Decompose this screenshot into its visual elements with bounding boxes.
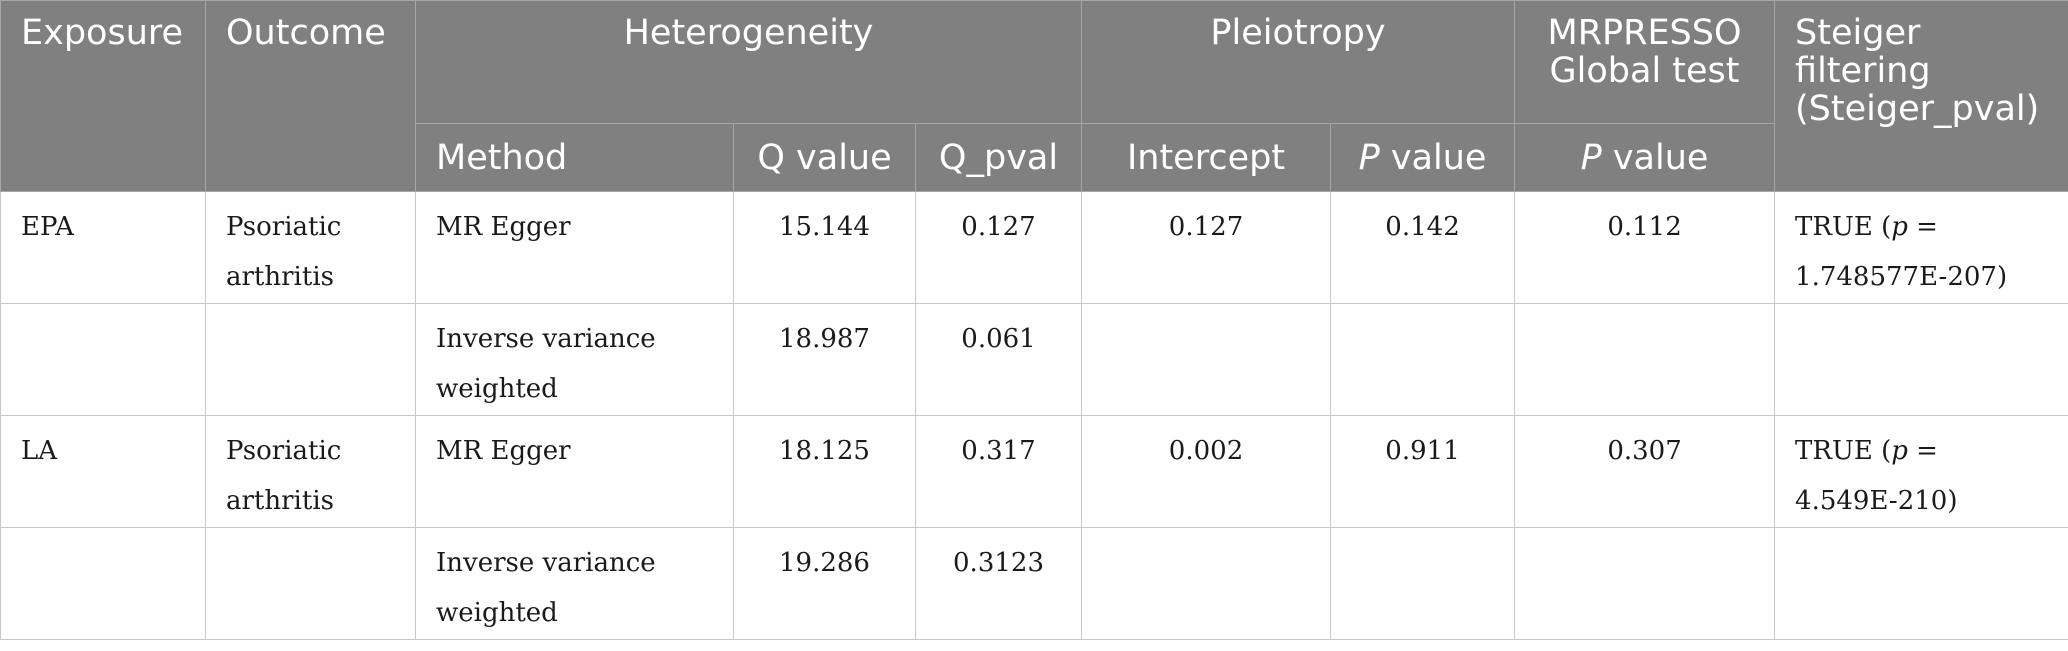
table-row: Inverse variance weighted 18.987 0.061 [0,303,2068,416]
cell-exposure [0,303,206,416]
table-header: Exposure Outcome Heterogeneity Pleiotrop… [0,0,2068,192]
cell-pleiotropy-p: 0.142 [1330,191,1516,304]
cell-mrpresso-p: 0.112 [1514,191,1776,304]
cell-exposure: EPA [0,191,206,304]
cell-q-pval: 0.3123 [914,527,1083,640]
table-row: LA Psoriatic arthritis MR Egger 18.125 0… [0,415,2068,528]
table-row: EPA Psoriatic arthritis MR Egger 15.144 … [0,191,2068,304]
cell-pleiotropy-p [1330,527,1516,640]
table-row: Inverse variance weighted 19.286 0.3123 [0,527,2068,640]
cell-q-pval: 0.127 [914,191,1083,304]
steiger-p: p [1891,212,1908,242]
cell-outcome [205,303,416,416]
cell-steiger: TRUE (p = 4.549E-210) [1774,415,2068,528]
cell-q-pval: 0.061 [914,303,1083,416]
table-body: EPA Psoriatic arthritis MR Egger 15.144 … [0,191,2068,640]
cell-method: MR Egger [415,191,734,304]
steiger-value: = 4.549E-210) [1795,436,1958,516]
cell-outcome: Psoriatic arthritis [205,191,416,304]
header-q-value: Q value [733,123,916,192]
cell-q-value: 19.286 [733,527,916,640]
header-mrpresso-line2: Global test [1549,51,1740,91]
p-italic: P [1358,137,1380,178]
header-exposure: Exposure [0,0,206,192]
cell-pleiotropy-p [1330,303,1516,416]
steiger-prefix: TRUE ( [1795,436,1892,466]
steiger-prefix: TRUE ( [1795,212,1892,242]
steiger-p: p [1891,436,1908,466]
cell-intercept [1081,303,1332,416]
cell-steiger [1774,303,2068,416]
cell-exposure [0,527,206,640]
cell-q-pval: 0.317 [914,415,1083,528]
p-italic: P [1580,137,1602,178]
cell-q-value: 18.125 [733,415,916,528]
cell-outcome [205,527,416,640]
header-outcome: Outcome [205,0,416,192]
header-mrpresso-line1: MRPRESSO [1547,13,1742,53]
cell-intercept: 0.002 [1081,415,1332,528]
header-q-pval: Q_pval [914,123,1083,192]
header-heterogeneity: Heterogeneity [414,0,1083,124]
header-intercept: Intercept [1081,123,1332,192]
header-mrpresso: MRPRESSO Global test [1514,0,1776,124]
cell-pleiotropy-p: 0.911 [1330,415,1516,528]
p-suffix: value [1379,137,1487,178]
cell-method: Inverse variance weighted [415,303,734,416]
cell-intercept [1081,527,1332,640]
cell-mrpresso-p: 0.307 [1514,415,1776,528]
cell-exposure: LA [0,415,206,528]
header-steiger: Steiger filtering (Steiger_pval) [1774,0,2068,192]
header-pleiotropy-p-value: P value [1330,123,1516,192]
cell-q-value: 18.987 [733,303,916,416]
p-suffix: value [1601,137,1709,178]
header-pleiotropy: Pleiotropy [1081,0,1516,124]
header-method: Method [415,123,734,192]
cell-intercept: 0.127 [1081,191,1332,304]
cell-steiger: TRUE (p = 1.748577E-207) [1774,191,2068,304]
cell-steiger [1774,527,2068,640]
cell-mrpresso-p [1514,527,1776,640]
cell-outcome: Psoriatic arthritis [205,415,416,528]
header-mrpresso-p-value: P value [1514,123,1776,192]
cell-method: Inverse variance weighted [415,527,734,640]
cell-mrpresso-p [1514,303,1776,416]
cell-q-value: 15.144 [733,191,916,304]
steiger-value: = 1.748577E-207) [1795,212,2008,292]
cell-method: MR Egger [415,415,734,528]
